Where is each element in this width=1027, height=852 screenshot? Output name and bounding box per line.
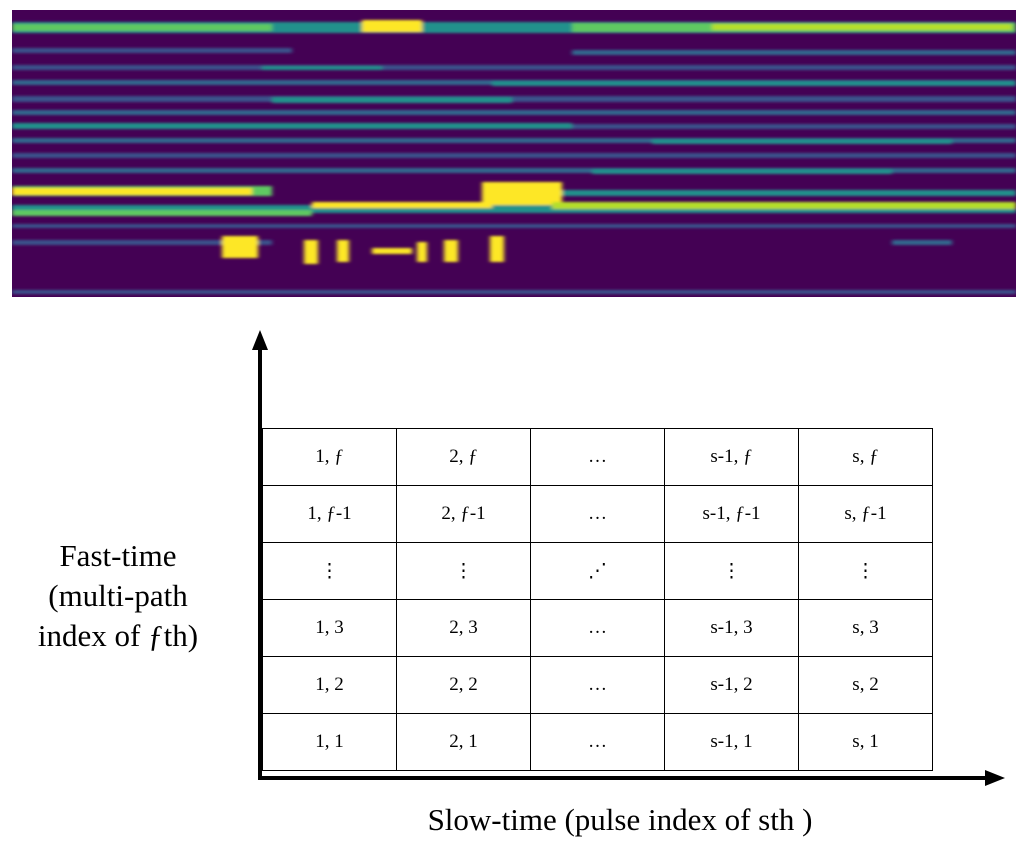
grid-cell: 2, 2	[396, 656, 531, 714]
grid-cell: 1, ƒ	[262, 428, 397, 486]
grid-row: 1, ƒ-1 2, ƒ-1… s-1, ƒ-1 s, ƒ-1	[262, 485, 933, 543]
grid-cell: ⋮	[798, 542, 933, 600]
grid-cell: ⋰	[530, 542, 665, 600]
grid-cell: ⋮	[396, 542, 531, 600]
grid-cell: s, 1	[798, 713, 933, 771]
grid-cell: 1, 3	[262, 599, 397, 657]
grid-cell: s, ƒ	[798, 428, 933, 486]
x-axis-label: Slow-time (pulse index of sth )	[427, 802, 813, 837]
grid-cell: s-1, 3	[664, 599, 799, 657]
grid-cell: s-1, ƒ-1	[664, 485, 799, 543]
grid-cell: s-1, 1	[664, 713, 799, 771]
y-axis-label-line-1: Fast-time	[59, 538, 177, 573]
grid-row: 1, 1 2, 1… s-1, 1 s, 1	[262, 713, 933, 771]
grid-cell: s-1, ƒ	[664, 428, 799, 486]
x-axis-arrow-icon	[985, 770, 1005, 786]
grid-cell: s, 2	[798, 656, 933, 714]
grid-cell: 2, 1	[396, 713, 531, 771]
grid-row: 1, 2 2, 2… s-1, 2 s, 2	[262, 656, 933, 714]
grid-cell: ⋮	[262, 542, 397, 600]
heatmap-canvas	[12, 10, 1016, 297]
y-axis-arrow-icon	[252, 330, 268, 350]
grid-cell: …	[530, 599, 665, 657]
grid-row: 1, 3 2, 3… s-1, 3 s, 3	[262, 599, 933, 657]
grid-cell: 1, 1	[262, 713, 397, 771]
grid-cell: 2, ƒ-1	[396, 485, 531, 543]
grid-cell: …	[530, 428, 665, 486]
grid-cell: 2, ƒ	[396, 428, 531, 486]
grid-cell: ⋮	[664, 542, 799, 600]
grid-row: ⋮ ⋮ ⋰ ⋮ ⋮	[262, 542, 933, 600]
grid-cell: …	[530, 713, 665, 771]
grid-cell: 2, 3	[396, 599, 531, 657]
grid-cell: s-1, 2	[664, 656, 799, 714]
grid-cell: 1, ƒ-1	[262, 485, 397, 543]
grid-row: 1, ƒ 2, ƒ… s-1, ƒ s, ƒ	[262, 428, 933, 486]
heatmap-bands	[12, 20, 1016, 294]
y-axis-label-line-2: (multi-path	[48, 578, 188, 613]
grid-cell: s, 3	[798, 599, 933, 657]
grid-cell: 1, 2	[262, 656, 397, 714]
index-grid: 1, ƒ 2, ƒ… s-1, ƒ s, ƒ 1, ƒ-1 2, ƒ-1… s-1, ƒ-1…	[262, 428, 933, 771]
radar-heatmap	[12, 10, 1016, 297]
grid-cell: s, ƒ-1	[798, 485, 933, 543]
grid-cell: …	[530, 656, 665, 714]
grid-cell: …	[530, 485, 665, 543]
y-axis-label-line-3: index of ƒth)	[37, 618, 199, 653]
